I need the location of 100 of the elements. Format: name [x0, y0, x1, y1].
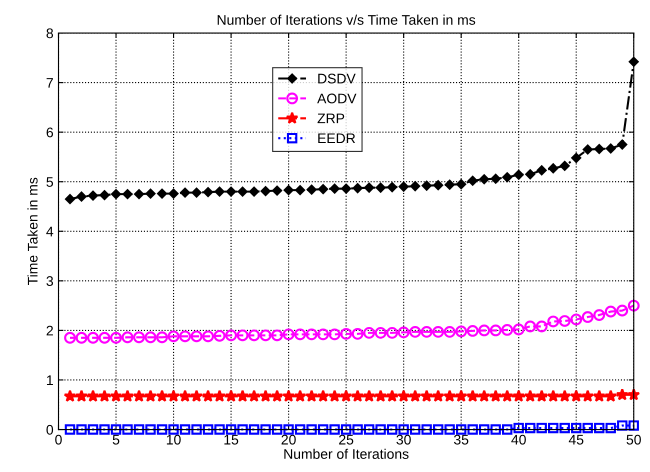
point: [190, 330, 202, 342]
point: [409, 326, 422, 338]
point: [260, 329, 272, 342]
point: [514, 170, 524, 180]
point: [100, 190, 110, 200]
point: [305, 390, 318, 402]
point: [386, 326, 398, 339]
point: [546, 390, 560, 402]
point: [432, 424, 444, 435]
point: [295, 185, 306, 196]
legend-label: EEDR: [318, 133, 356, 144]
point: [214, 186, 225, 197]
point: [592, 390, 606, 402]
point: [582, 311, 594, 323]
point: [88, 190, 98, 201]
point: [374, 390, 387, 402]
point: [146, 188, 156, 199]
point: [352, 183, 363, 194]
point: [340, 424, 352, 435]
point: [536, 165, 547, 176]
point: [167, 390, 180, 402]
x-tick-label: 25: [339, 434, 354, 445]
point: [65, 194, 75, 204]
point: [87, 332, 99, 344]
point: [581, 390, 594, 402]
point: [214, 330, 226, 342]
point: [352, 328, 364, 340]
x-axis-title: Number of Iterations: [284, 448, 409, 459]
point: [203, 187, 214, 198]
point: [571, 152, 582, 163]
point: [490, 424, 501, 435]
point: [168, 330, 180, 342]
y-axis-title: Time Taken in ms: [27, 178, 38, 285]
y-tick-label: 0: [46, 424, 54, 435]
point: [145, 424, 156, 435]
point: [134, 424, 144, 435]
point: [351, 390, 364, 402]
point: [260, 186, 271, 196]
point: [455, 325, 468, 338]
point: [284, 185, 294, 196]
point: [535, 390, 548, 402]
point: [168, 424, 179, 435]
point: [410, 181, 420, 192]
point: [454, 390, 468, 402]
point: [157, 188, 168, 199]
point: [604, 390, 618, 402]
point: [99, 424, 110, 435]
x-tick-label: 15: [224, 434, 238, 445]
x-tick-label: 35: [454, 434, 468, 445]
point: [558, 315, 571, 327]
point: [64, 390, 76, 402]
point: [156, 331, 168, 344]
point: [352, 424, 363, 435]
point: [110, 390, 122, 402]
point: [479, 174, 490, 184]
point: [560, 422, 570, 434]
point: [341, 184, 352, 194]
point: [606, 144, 616, 154]
point: [628, 300, 640, 312]
point: [64, 332, 76, 344]
point: [318, 184, 328, 194]
point: [398, 424, 409, 435]
point: [478, 324, 490, 336]
point: [329, 424, 340, 435]
x-tick-label: 0: [55, 434, 62, 445]
point: [236, 390, 249, 402]
point: [214, 424, 225, 435]
point: [121, 390, 134, 402]
point: [547, 316, 560, 328]
point: [364, 182, 374, 193]
y-tick-label: 7: [46, 78, 53, 88]
point: [628, 420, 639, 431]
point: [524, 390, 537, 402]
point: [420, 390, 433, 402]
point: [282, 328, 295, 340]
x-tick-label: 5: [112, 434, 120, 445]
point: [478, 424, 490, 435]
point: [616, 304, 628, 316]
point: [238, 186, 248, 197]
point: [180, 188, 190, 198]
point: [582, 422, 593, 434]
point: [272, 424, 282, 435]
point: [306, 424, 317, 435]
point: [606, 422, 616, 434]
point: [330, 184, 340, 194]
point: [467, 424, 478, 435]
point: [502, 424, 512, 435]
point: [110, 424, 122, 435]
point: [144, 331, 156, 344]
legend-label: ZRP: [318, 114, 344, 124]
y-tick-label: 3: [46, 276, 54, 286]
point: [224, 390, 238, 402]
legend-label: AODV: [317, 94, 356, 104]
point: [444, 180, 455, 190]
point: [410, 424, 420, 435]
point: [156, 424, 168, 435]
point: [76, 424, 87, 435]
point: [202, 390, 214, 402]
point: [86, 390, 100, 402]
point: [226, 186, 236, 197]
